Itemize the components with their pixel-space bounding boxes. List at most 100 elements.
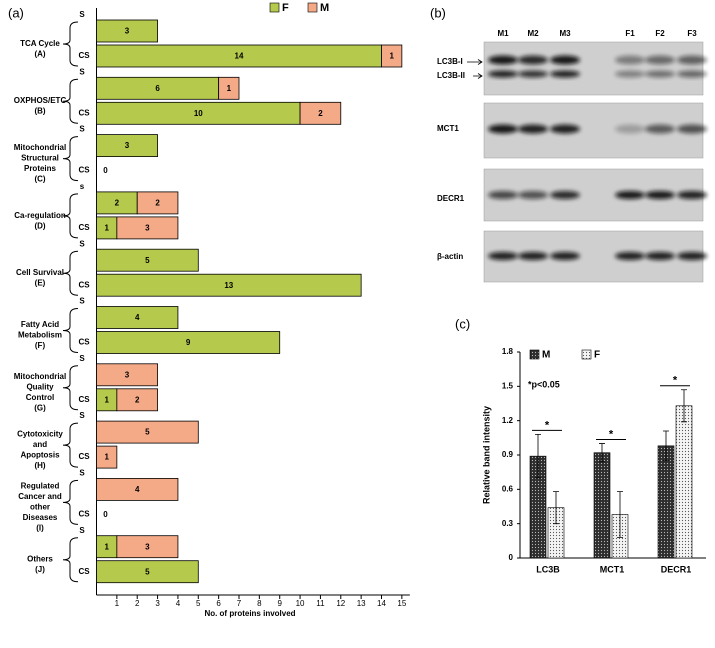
row-label: CS [78, 51, 90, 60]
bar [96, 477, 179, 501]
bar [675, 405, 693, 559]
value-label: 4 [135, 313, 140, 322]
blot-band [615, 70, 645, 78]
lane-label: F1 [625, 29, 635, 38]
legend-label: M [320, 2, 329, 14]
value-label: 3 [125, 141, 130, 150]
bar [116, 535, 179, 559]
blot-band [518, 191, 548, 199]
group-label: OXPHOS/ETC [14, 96, 67, 105]
row-label: CS [78, 166, 90, 175]
brace [62, 250, 79, 296]
group-label: Metabolism [18, 331, 62, 340]
row-label: s [80, 182, 85, 191]
x-tick-label: 8 [257, 599, 262, 608]
legend-swatch [529, 349, 540, 360]
brace [62, 136, 79, 182]
x-tick-label: 12 [336, 599, 345, 608]
value-label: 1 [104, 224, 109, 233]
blot-band [677, 70, 707, 78]
row-label: S [79, 354, 85, 363]
value-label: 4 [135, 485, 140, 494]
group-label: other [30, 503, 50, 512]
blot-band [518, 55, 548, 65]
lane-label: M3 [559, 29, 571, 38]
value-label: 5 [145, 567, 150, 576]
value-label: 1 [227, 84, 232, 93]
x-tick-label: 5 [196, 599, 201, 608]
legend-swatch [307, 2, 318, 13]
value-label: 10 [194, 109, 203, 118]
row-label: S [79, 10, 85, 19]
row-label: S [79, 526, 85, 535]
value-label: 3 [145, 542, 150, 551]
bar [96, 363, 158, 387]
blot-band [518, 252, 548, 260]
group-label: (B) [34, 107, 45, 116]
bar [96, 331, 281, 354]
blot-band [615, 55, 645, 65]
row-label: S [79, 125, 85, 134]
value-label: 2 [155, 199, 160, 208]
blot-band [677, 191, 707, 199]
arrow [473, 73, 483, 79]
value-label: 6 [155, 84, 160, 93]
group-label: (C) [34, 174, 45, 183]
group-label: Structural [21, 153, 59, 162]
x-tick-label: LC3B [536, 564, 560, 574]
bar [593, 452, 611, 559]
error-bar [617, 491, 623, 538]
blot-band [645, 252, 675, 260]
group-label: Diseases [23, 513, 58, 522]
group-label: (E) [35, 279, 46, 288]
y-tick-label: 0.3 [502, 519, 514, 528]
blot-band [488, 191, 518, 199]
error-bar [535, 434, 541, 479]
lane-label: F3 [687, 29, 697, 38]
value-label: 13 [224, 281, 233, 290]
arrow [467, 59, 483, 65]
x-tick-label: 4 [176, 599, 181, 608]
significance-mark: * [545, 419, 550, 431]
x-tick-label: MCT1 [600, 564, 625, 574]
row-label: DECR1 [437, 194, 465, 203]
group-label: Others [27, 555, 53, 564]
value-label: 3 [145, 224, 150, 233]
bar [96, 273, 362, 297]
x-tick-label: 2 [135, 599, 140, 608]
row-label: CS [78, 108, 90, 117]
panel-label: (b) [430, 5, 446, 20]
error-bar [663, 430, 669, 462]
group-label: Cytotoxicity [17, 429, 63, 438]
blot-band [645, 55, 675, 65]
bar [96, 306, 179, 329]
bar [136, 191, 179, 215]
blot-band [550, 70, 580, 78]
x-tick-label: 13 [357, 599, 366, 608]
blot-band [550, 191, 580, 199]
value-label: 14 [235, 52, 244, 61]
x-axis-label: No. of proteins involved [204, 609, 295, 618]
value-label: 0 [103, 166, 108, 175]
group-label: and [33, 440, 47, 449]
y-tick-label: 1.2 [502, 416, 514, 425]
row-label: LC3B-II [437, 71, 465, 80]
row-label: CS [78, 452, 90, 461]
group-label: Mitochondrial [14, 143, 66, 152]
blot-band [645, 124, 675, 134]
blot-band [550, 55, 580, 65]
y-tick-label: 0.6 [502, 484, 514, 493]
value-label: 9 [186, 338, 191, 347]
x-tick-label: 11 [316, 599, 325, 608]
row-label: S [79, 297, 85, 306]
bar [96, 445, 118, 469]
blot-membrane [483, 41, 704, 96]
lane-label: F2 [655, 29, 665, 38]
group-label: (D) [34, 221, 45, 230]
x-tick-label: 10 [296, 599, 305, 608]
bar [381, 44, 403, 68]
error-bar [553, 491, 559, 525]
group-label: (A) [34, 49, 45, 58]
x-tick-label: 14 [377, 599, 386, 608]
